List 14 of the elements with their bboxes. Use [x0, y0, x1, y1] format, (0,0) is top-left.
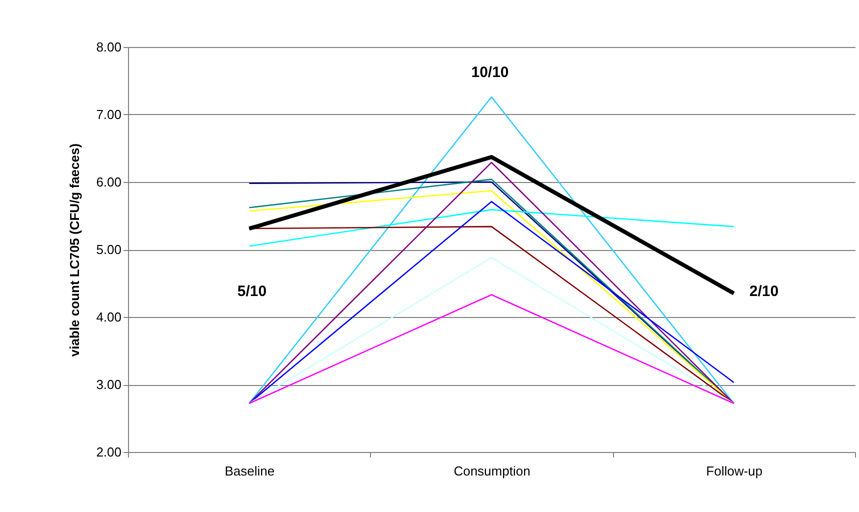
y-axis-title: viable count LC705 (CFU/g faeces) — [67, 143, 82, 357]
y-tick-label: 3.00 — [96, 377, 122, 392]
y-tick-label: 8.00 — [96, 40, 122, 54]
annotation: 2/10 — [749, 283, 779, 300]
y-tick-label: 6.00 — [96, 174, 122, 190]
y-tick-label: 4.00 — [96, 310, 122, 324]
y-tick-label: 2.00 — [96, 444, 122, 460]
annotation: 10/10 — [471, 64, 509, 81]
annotation: 5/10 — [237, 283, 267, 300]
y-tick-label: 7.00 — [96, 107, 122, 122]
x-tick-label: Consumption — [454, 464, 530, 478]
x-tick-label: Follow-up — [706, 464, 763, 478]
y-tick-label: 5.00 — [96, 242, 122, 257]
x-tick-label: Baseline — [224, 464, 275, 478]
